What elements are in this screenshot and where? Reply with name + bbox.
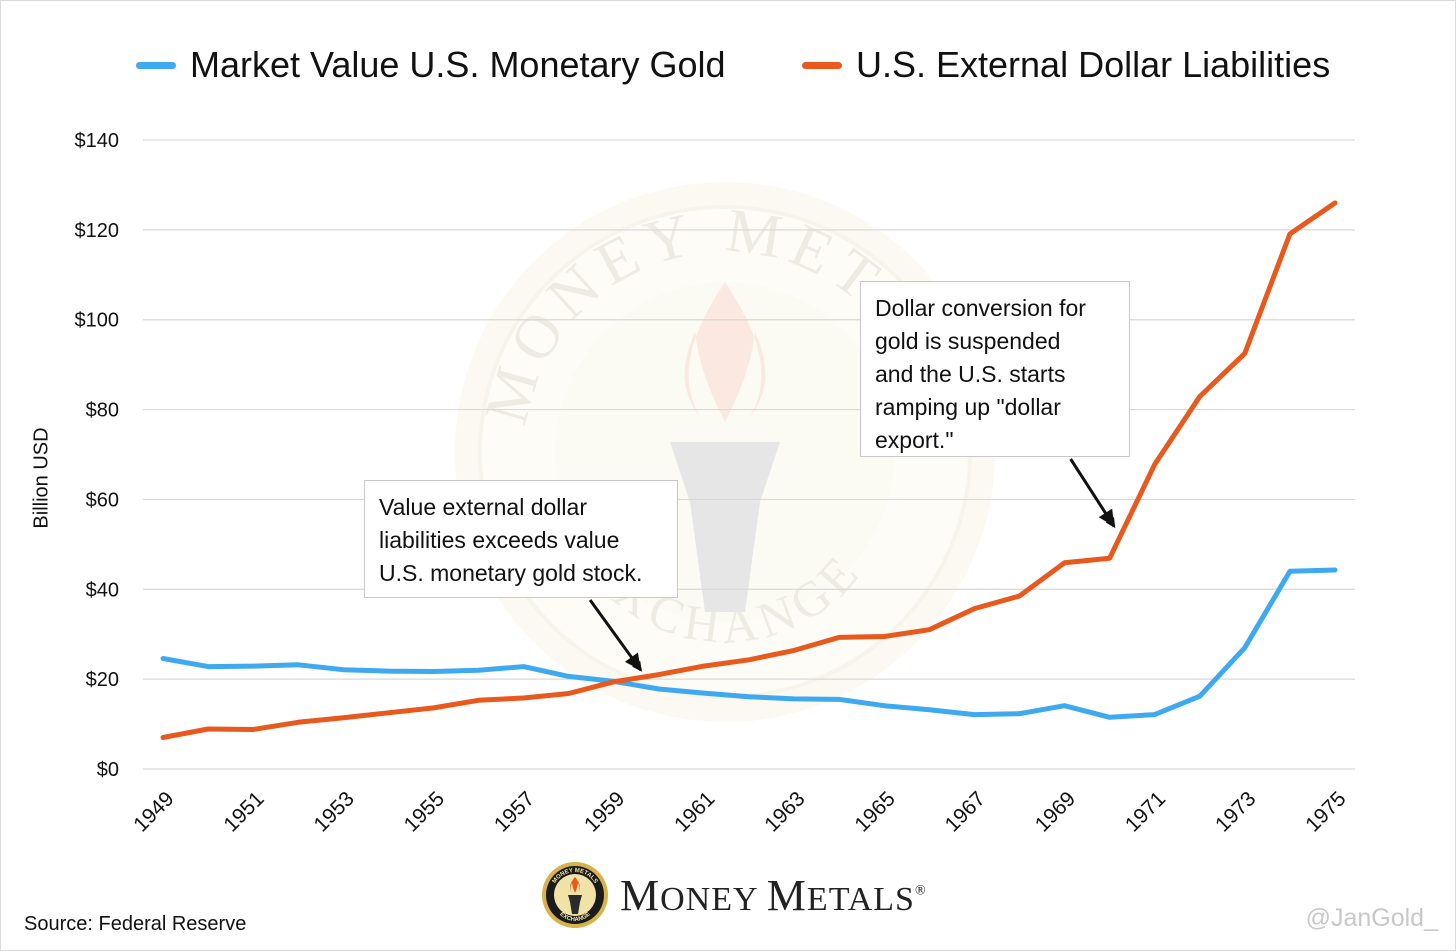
x-tick-label: 1953: [310, 787, 359, 836]
x-tick-label: 1969: [1031, 787, 1080, 836]
y-tick-label: $140: [75, 130, 120, 152]
x-tick-label: 1961: [670, 787, 719, 836]
annotation-line: and the U.S. starts: [875, 361, 1066, 387]
x-axis-ticks: 1949 1951 1953 1955 1957 1959 1961 1963 1965 1967…: [129, 787, 1350, 836]
y-tick-label: $60: [86, 489, 119, 511]
annotation-arrowhead: [624, 652, 641, 671]
legend-label-gold: Market Value U.S. Monetary Gold: [190, 44, 726, 85]
legend-swatch-liabilities: [802, 61, 842, 69]
series-lines: [160, 200, 1338, 740]
annotation-line: U.S. monetary gold stock.: [379, 560, 643, 586]
chart-legend: Market Value U.S. Monetary Gold U.S. Ext…: [0, 44, 1456, 94]
y-tick-label: $120: [75, 220, 120, 242]
y-tick-label: $100: [75, 310, 120, 332]
x-tick-label: 1965: [850, 787, 899, 836]
author-handle: @JanGold_: [1305, 904, 1438, 932]
y-axis-label: Billion USD: [30, 427, 53, 529]
x-tick-label: 1975: [1301, 787, 1350, 836]
y-tick-label: $0: [97, 759, 119, 781]
annotation-crossover: Value external dollar liabilities exceed…: [364, 480, 678, 598]
logo-wordmark-part: ONEY: [660, 880, 767, 918]
annotation-line: gold is suspended: [875, 328, 1061, 354]
legend-item-gold: Market Value U.S. Monetary Gold: [136, 44, 726, 86]
svg-text:EXCHANGE: EXCHANGE: [558, 911, 591, 923]
annotation-line: Dollar conversion for: [875, 295, 1086, 321]
legend-label-liabilities: U.S. External Dollar Liabilities: [856, 44, 1331, 85]
money-metals-logo: MONEY METALS EXCHANGE MONEY METALS®: [540, 860, 927, 930]
x-tick-label: 1949: [129, 787, 178, 836]
y-axis-ticks: $0 $20 $40 $60 $80 $100 $120 $140: [75, 130, 120, 781]
x-tick-label: 1959: [580, 787, 629, 836]
annotation-line: liabilities exceeds value: [379, 527, 620, 553]
logo-wordmark-part: M: [620, 870, 661, 920]
y-tick-label: $20: [86, 669, 119, 691]
legend-item-liabilities: U.S. External Dollar Liabilities: [802, 44, 1330, 86]
grid-lines: [143, 139, 1355, 770]
x-tick-label: 1973: [1211, 787, 1260, 836]
annotation-arrowhead: [1098, 508, 1115, 527]
annotation-line: Value external dollar: [379, 494, 587, 520]
logo-wordmark-part: ETALS: [806, 880, 915, 918]
series-line-liabilities: [160, 200, 1338, 740]
x-tick-label: 1971: [1121, 787, 1170, 836]
logo-wordmark-part: M: [766, 870, 807, 920]
series-line-gold: [160, 567, 1338, 720]
y-tick-label: $40: [86, 579, 119, 601]
x-tick-label: 1967: [941, 787, 990, 836]
logo-badge-icon: MONEY METALS EXCHANGE: [542, 862, 608, 928]
x-tick-label: 1963: [760, 787, 809, 836]
annotation-line: ramping up "dollar: [875, 394, 1061, 420]
annotation-suspension: Dollar conversion for gold is suspended …: [860, 281, 1130, 457]
registered-mark: ®: [914, 882, 927, 898]
x-tick-label: 1957: [490, 787, 539, 836]
x-tick-label: 1955: [400, 787, 449, 836]
legend-swatch-gold: [136, 61, 176, 69]
source-note: Source: Federal Reserve: [24, 913, 247, 935]
logo-badge-bottom-text: EXCHANGE: [558, 911, 591, 923]
logo-wordmark: MONEY METALS®: [620, 870, 927, 921]
x-tick-label: 1951: [219, 787, 268, 836]
annotation-arrows: [588, 458, 1116, 672]
y-tick-label: $80: [86, 400, 119, 422]
annotation-line: export.": [875, 427, 954, 453]
